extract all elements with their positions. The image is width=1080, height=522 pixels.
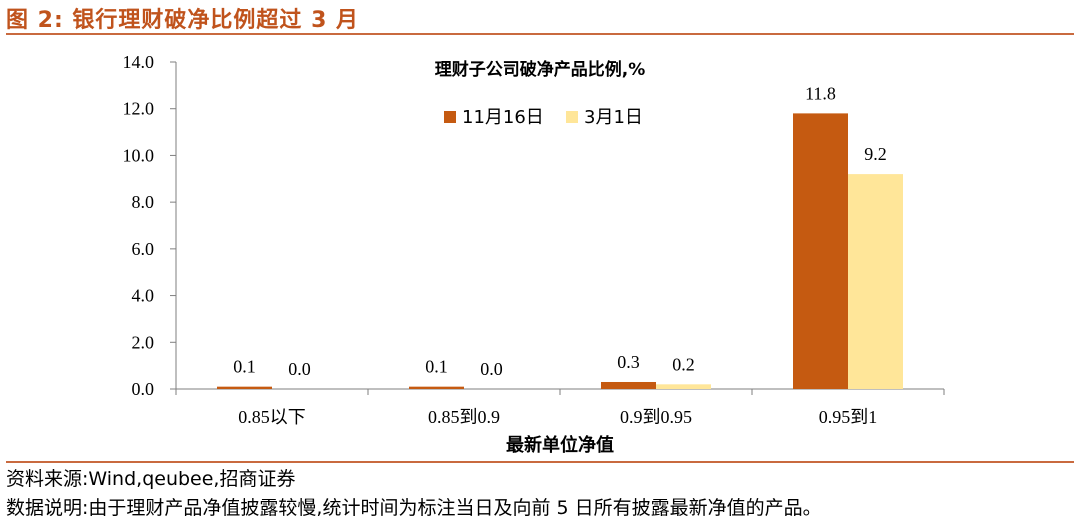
x-tick-label: 0.85以下 xyxy=(238,407,306,427)
chart-title: 理财子公司破净产品比例,% xyxy=(435,59,646,80)
data-label: 0.1 xyxy=(233,357,256,377)
figure-title: 图 2: 银行理财破净比例超过 3 月 xyxy=(6,8,360,33)
data-label: 9.2 xyxy=(864,144,887,164)
y-tick-label: 4.0 xyxy=(132,286,155,306)
bar xyxy=(656,384,711,389)
legend-label: 11月16日 xyxy=(462,107,544,128)
y-tick-label: 10.0 xyxy=(123,145,155,165)
y-tick-label: 6.0 xyxy=(132,239,155,259)
chart-legend: 11月16日 3月1日 xyxy=(444,107,643,128)
y-tick-label: 2.0 xyxy=(132,332,155,352)
y-tick-label: 14.0 xyxy=(123,52,155,72)
bar xyxy=(601,381,656,389)
legend-swatch xyxy=(566,111,578,123)
x-tick-label: 0.9到0.95 xyxy=(620,407,692,427)
y-tick-label: 12.0 xyxy=(123,99,155,119)
chart-axes: 0.0 2.0 4.0 6.0 8.0 10.0 12.0 14.0 0.85以下 0.85到0.… xyxy=(123,52,945,427)
y-tick-label: 8.0 xyxy=(132,192,155,212)
bar-chart: 理财子公司破净产品比例,% 11月16日 3月1日 0.0 2.0 4.0 6.0 8.0… xyxy=(123,52,945,456)
data-label: 0.2 xyxy=(672,354,695,374)
data-label: 0.1 xyxy=(425,357,448,377)
x-axis-title: 最新单位净值 xyxy=(506,434,614,456)
bar xyxy=(793,113,848,389)
x-tick-label: 0.85到0.9 xyxy=(428,407,500,427)
legend-label: 3月1日 xyxy=(584,107,643,128)
source-note: 资料来源:Wind,qeubee,招商证券 xyxy=(6,468,296,490)
data-label: 0.0 xyxy=(288,359,311,379)
data-note: 数据说明:由于理财产品净值披露较慢,统计时间为标注当日及向前 5 日所有披露最新… xyxy=(6,497,822,519)
chart-bars: 0.1 0.1 0.3 11.8 0.0 0.0 0.2 9.2 xyxy=(217,83,903,389)
legend-swatch xyxy=(444,111,456,123)
bar xyxy=(217,386,272,389)
title-divider xyxy=(6,33,1074,35)
data-label: 11.8 xyxy=(805,83,836,103)
y-tick-label: 0.0 xyxy=(132,379,155,399)
bar xyxy=(409,386,464,389)
data-label: 0.3 xyxy=(617,352,640,372)
x-tick-label: 0.95到1 xyxy=(819,407,878,427)
data-label: 0.0 xyxy=(480,359,503,379)
bar xyxy=(848,174,903,389)
footer-divider xyxy=(6,461,1074,463)
